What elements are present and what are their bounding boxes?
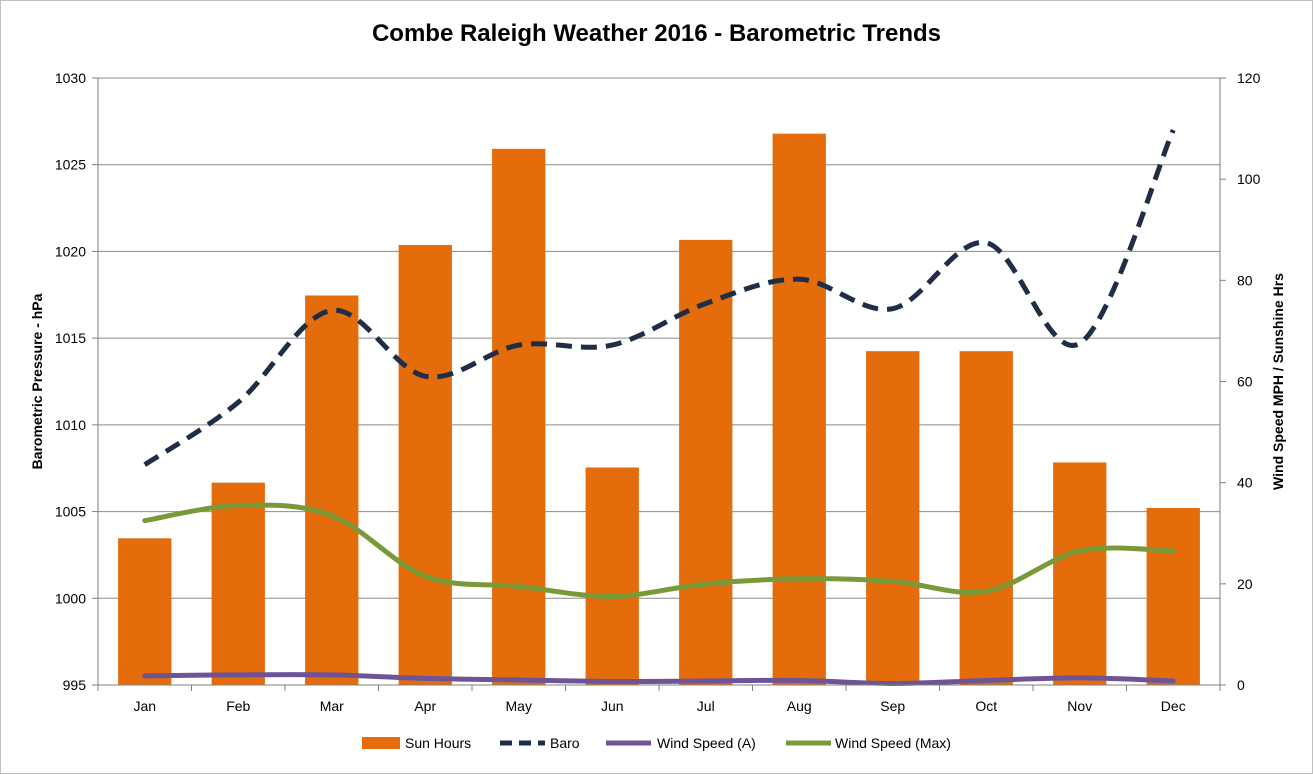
legend-label-baro: Baro [550, 735, 580, 751]
y-tick-label-left: 1000 [55, 590, 86, 606]
bar-sun-hours [211, 482, 265, 685]
chart-title: Combe Raleigh Weather 2016 - Barometric … [371, 20, 942, 47]
x-tick-label: Oct [975, 698, 997, 714]
bar-sun-hours [772, 133, 826, 685]
y-tick-label-left: 1005 [55, 504, 86, 520]
bar-sun-hours [679, 239, 733, 685]
x-tick-label: May [506, 698, 532, 714]
y-tick-label-right: 20 [1237, 576, 1253, 592]
legend-label-wind-speed-a: Wind Speed (A) [657, 735, 756, 751]
x-tick-label: Apr [414, 698, 436, 714]
y-tick-label-right: 100 [1237, 171, 1261, 187]
legend-swatch-sun-hours [362, 737, 400, 749]
bar-sun-hours [1146, 507, 1200, 685]
y-tick-label-left: 1025 [55, 157, 86, 173]
y-axis-title-right: Wind Speed MPH / Sunshine Hrs [1270, 273, 1286, 490]
bar-sun-hours [866, 351, 920, 685]
legend: Sun Hours Baro Wind Speed (A) Wind Speed (M… [362, 735, 951, 751]
line-baro [143, 129, 1176, 467]
bar-series [118, 133, 1200, 686]
line-wind-speed-a [142, 672, 1176, 686]
y-tick-label-right: 0 [1237, 677, 1245, 693]
bar-sun-hours [1053, 462, 1107, 685]
y-tick-label-left: 1010 [55, 417, 86, 433]
axes: 995 1000 1005 1010 1015 1020 1025 1030 0 20 40 60 80… [29, 70, 1286, 714]
x-tick-label: Jul [697, 698, 715, 714]
x-tick-label: Nov [1067, 698, 1092, 714]
y-tick-label-right: 120 [1237, 70, 1261, 86]
y-tick-label-left: 1020 [55, 243, 86, 259]
x-tick-label: Jun [601, 698, 624, 714]
x-tick-label: Mar [320, 698, 344, 714]
y-tick-label-left: 1030 [55, 70, 86, 86]
x-tick-label: Feb [226, 698, 250, 714]
bar-sun-hours [398, 244, 452, 686]
bar-sun-hours [585, 467, 639, 685]
y-tick-label-left: 995 [63, 677, 87, 693]
bar-sun-hours [959, 351, 1013, 685]
legend-label-wind-speed-max: Wind Speed (Max) [835, 735, 951, 751]
gridlines [98, 77, 1220, 686]
x-tick-label: Dec [1161, 698, 1186, 714]
x-tick-label: Aug [787, 698, 812, 714]
y-tick-label-right: 80 [1237, 272, 1253, 288]
bar-sun-hours [492, 148, 546, 686]
y-tick-label-left: 1015 [55, 330, 86, 346]
line-series [142, 129, 1176, 686]
y-tick-label-right: 60 [1237, 374, 1253, 390]
bar-sun-hours [305, 295, 359, 685]
bar-sun-hours [118, 538, 172, 685]
x-tick-label: Sep [880, 698, 905, 714]
y-axis-title-left: Barometric Pressure - hPa [29, 293, 45, 469]
line-wind-speed-max [142, 502, 1176, 599]
x-tick-label: Jan [133, 698, 156, 714]
y-tick-label-right: 40 [1237, 475, 1253, 491]
legend-label-sun-hours: Sun Hours [405, 735, 471, 751]
